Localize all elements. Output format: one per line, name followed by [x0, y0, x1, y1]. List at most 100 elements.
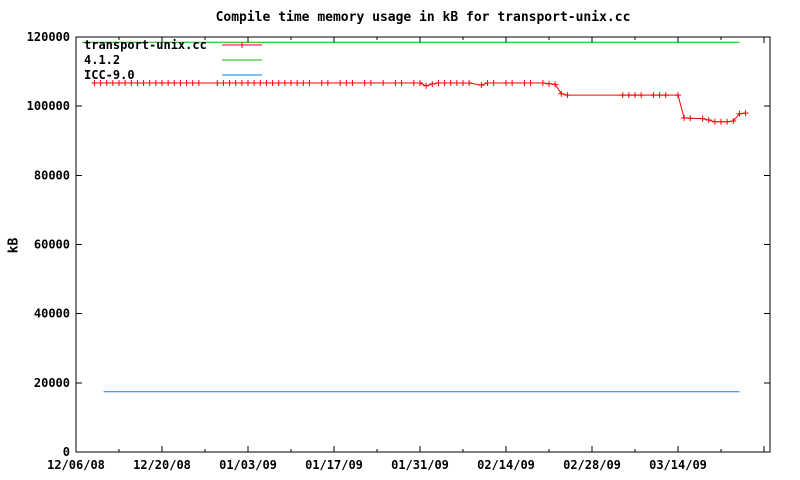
data-point-marker	[478, 82, 485, 89]
legend-sample-marker	[239, 42, 245, 48]
data-point-marker	[245, 79, 251, 86]
chart-title: Compile time memory usage in kB for tran…	[215, 10, 631, 25]
x-tick-label: 02/28/09	[563, 458, 621, 472]
data-point-marker	[625, 92, 632, 99]
data-point-marker	[650, 92, 657, 99]
y-tick-label: 40000	[34, 307, 70, 321]
data-point-marker	[159, 79, 165, 86]
data-point-marker	[226, 79, 233, 86]
data-point-marker	[718, 118, 724, 125]
data-point-marker	[220, 79, 227, 86]
data-point-marker	[705, 117, 712, 123]
data-point-marker	[165, 79, 172, 86]
data-point-marker	[460, 79, 466, 86]
data-point-marker	[662, 92, 669, 99]
data-point-marker	[619, 92, 626, 99]
data-point-marker	[349, 79, 356, 86]
data-point-marker	[177, 79, 184, 86]
data-point-marker	[134, 79, 141, 86]
data-point-marker	[152, 79, 159, 86]
axes	[75, 36, 771, 453]
data-point-marker	[417, 79, 423, 86]
data-point-marker	[509, 79, 516, 86]
x-ticks: 12/06/08 12/20/08 01/03/09 01/17/09 01/31/09…	[47, 37, 765, 472]
series-transport-unix.cc	[91, 79, 749, 125]
x-tick-label: 03/14/09	[649, 458, 707, 472]
y-tick-label: 20000	[34, 376, 70, 390]
data-point-marker	[558, 90, 565, 97]
data-point-marker	[675, 92, 681, 99]
data-point-marker	[564, 92, 571, 99]
data-point-marker	[263, 79, 270, 86]
data-point-marker	[410, 79, 417, 86]
data-point-marker	[546, 80, 552, 87]
data-point-marker	[238, 79, 245, 86]
data-point-marker	[447, 79, 454, 86]
data-point-marker	[423, 82, 430, 89]
data-point-marker	[257, 79, 264, 86]
data-point-marker	[503, 79, 509, 86]
y-tick-label: 0	[63, 445, 70, 459]
legend-label: 4.1.2	[84, 53, 120, 67]
data-point-marker	[681, 114, 688, 121]
x-tick-label: 01/03/09	[219, 458, 277, 472]
data-point-marker	[638, 92, 645, 99]
data-point-marker	[441, 79, 448, 86]
x-tick-label: 12/06/08	[47, 458, 105, 472]
data-point-marker	[552, 81, 559, 88]
data-point-marker	[466, 79, 473, 86]
y-tick-label: 120000	[27, 30, 70, 44]
data-point-marker	[214, 79, 221, 86]
data-point-marker	[300, 79, 307, 86]
data-point-marker	[232, 79, 239, 86]
data-point-marker	[195, 79, 202, 86]
data-point-marker	[281, 79, 288, 86]
data-point-marker	[367, 79, 374, 86]
y-ticks: 0 20000 40000 60000 80000 100000 120000	[27, 30, 770, 459]
x-tick-label: 01/17/09	[305, 458, 363, 472]
legend-label: transport-unix.cc	[84, 38, 207, 52]
y-tick-label: 100000	[27, 99, 70, 113]
data-point-marker	[140, 79, 147, 86]
data-point-marker	[109, 79, 116, 86]
data-point-marker	[453, 79, 460, 86]
data-point-marker	[251, 79, 258, 86]
data-point-marker	[288, 79, 294, 86]
data-point-marker	[392, 79, 399, 86]
data-point-marker	[380, 79, 387, 86]
y-tick-label: 60000	[34, 238, 70, 252]
data-point-marker	[146, 79, 153, 86]
data-point-marker	[343, 79, 350, 86]
data-point-marker	[275, 79, 282, 86]
data-point-marker	[122, 79, 129, 86]
data-point-marker	[521, 79, 528, 86]
data-point-marker	[539, 79, 546, 86]
data-point-marker	[189, 79, 196, 86]
data-point-marker	[398, 79, 405, 86]
data-point-marker	[687, 115, 694, 122]
data-point-marker	[527, 79, 534, 86]
data-point-marker	[484, 79, 491, 86]
x-tick-label: 12/20/08	[133, 458, 191, 472]
data-point-marker	[306, 79, 313, 86]
data-point-marker	[183, 79, 190, 86]
data-point-marker	[269, 79, 276, 86]
data-point-marker	[736, 110, 743, 117]
data-point-marker	[318, 79, 325, 86]
data-point-marker	[116, 79, 122, 86]
data-point-marker	[490, 79, 497, 86]
data-point-marker	[103, 79, 110, 86]
data-point-marker	[632, 92, 638, 99]
data-point-marker	[361, 79, 368, 86]
data-point-marker	[294, 79, 301, 86]
data-point-marker	[699, 115, 706, 122]
data-point-marker	[337, 79, 344, 86]
data-point-marker	[324, 79, 331, 86]
legend-label: ICC-9.0	[84, 68, 135, 82]
data-point-marker	[742, 110, 749, 117]
data-point-marker	[429, 81, 436, 88]
data-point-marker	[724, 118, 731, 125]
